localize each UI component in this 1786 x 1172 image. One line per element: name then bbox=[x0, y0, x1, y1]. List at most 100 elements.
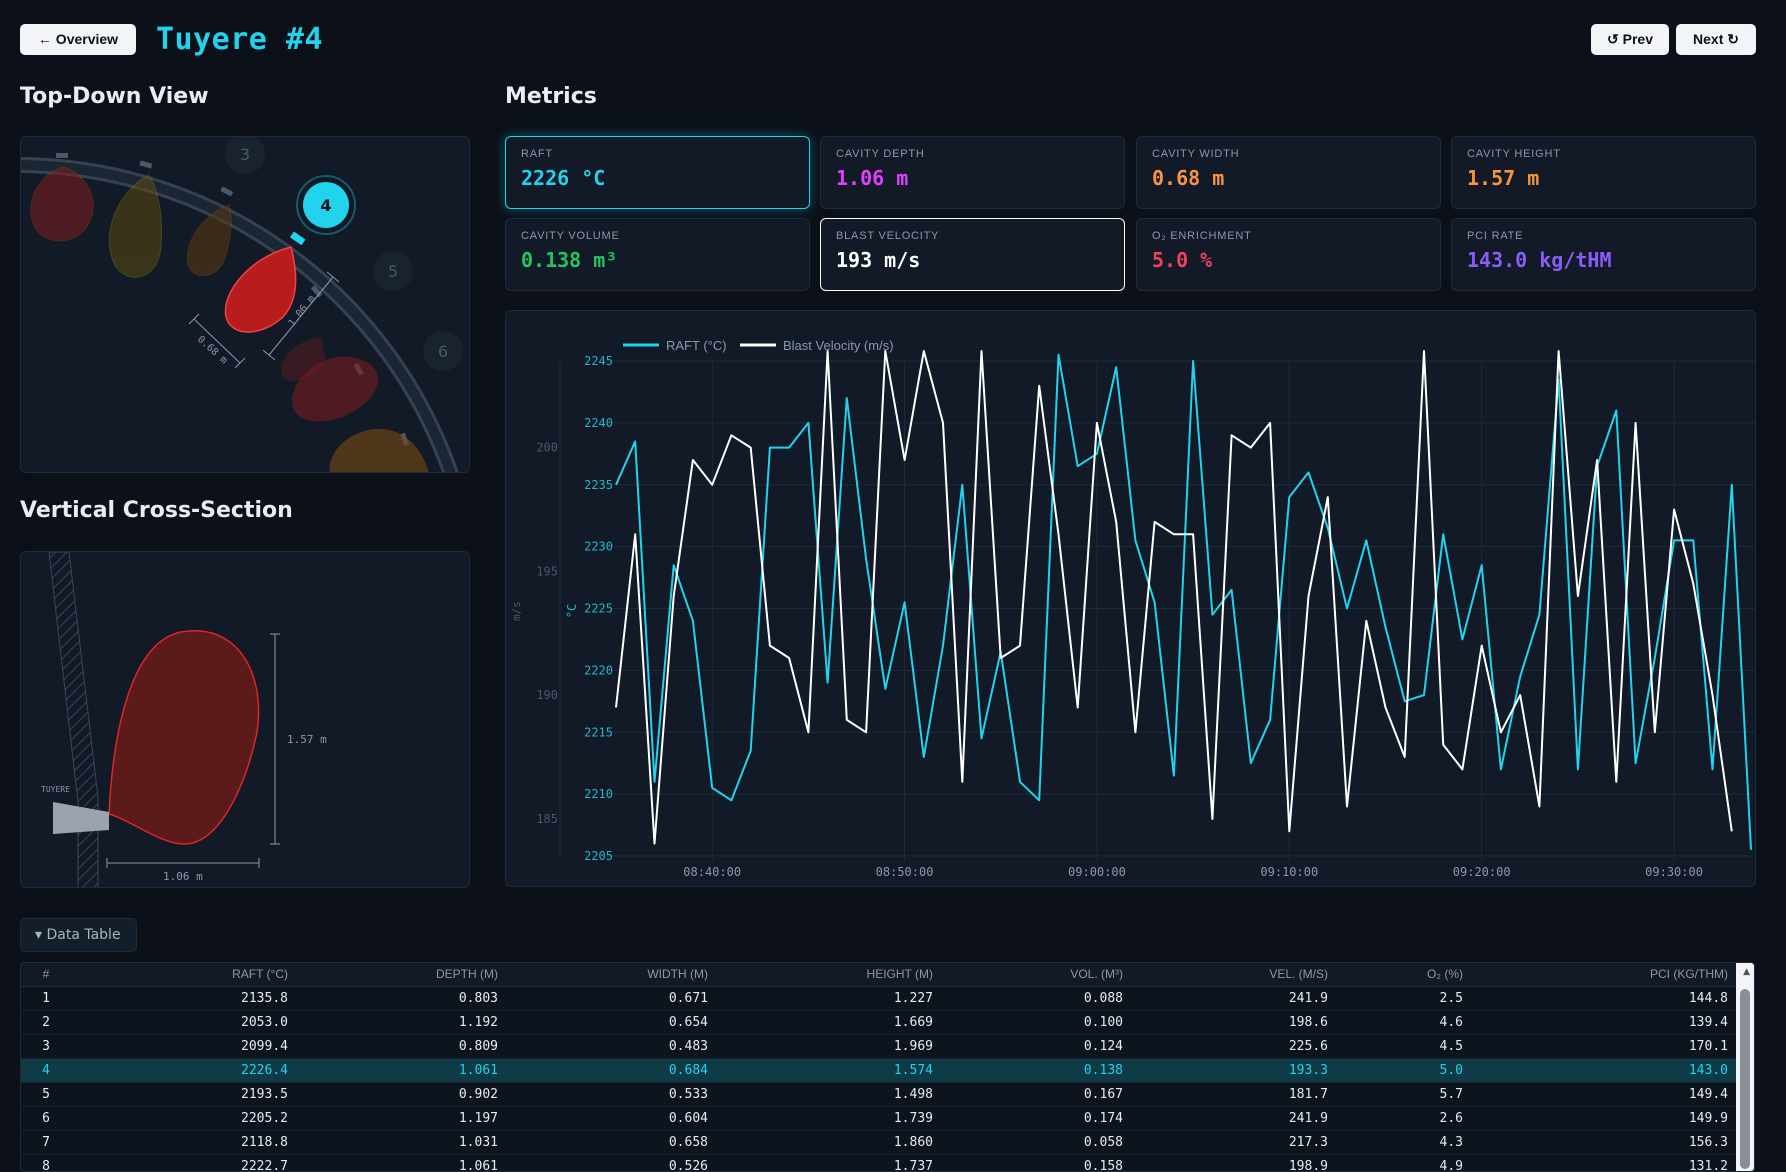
height-dim-label: 1.57 m bbox=[287, 733, 327, 746]
table-row[interactable]: 2 2053.0 1.192 0.654 1.669 0.100 198.6 4.6 139.4 bbox=[21, 1010, 1736, 1035]
metrics-title: Metrics bbox=[505, 84, 597, 109]
prev-button[interactable]: ↺ Prev bbox=[1591, 24, 1669, 55]
chart-svg: 2205 2210 2215 2220 2225 2230 2235 2240 2245 08:4… bbox=[510, 338, 1755, 879]
table-cell: 143.0 bbox=[1471, 1058, 1736, 1083]
column-header[interactable]: RAFT (°C) bbox=[71, 963, 296, 987]
table-cell: 5.7 bbox=[1336, 1082, 1471, 1107]
series-line-blast-velocity bbox=[615, 350, 1733, 845]
table-cell: 241.9 bbox=[1131, 1106, 1336, 1131]
metric-value: 143.0 kg/tHM bbox=[1467, 248, 1612, 272]
metric-card-blast-velocity[interactable]: BLAST VELOCITY 193 m/s bbox=[820, 218, 1125, 291]
top-down-title: Top-Down View bbox=[20, 84, 209, 109]
furnace-wall-inner bbox=[21, 160, 456, 472]
neighbor-circle-6[interactable] bbox=[423, 331, 463, 371]
table-cell: 4.6 bbox=[1336, 1010, 1471, 1035]
y-right-tick-label: 185 bbox=[536, 812, 558, 826]
cavity-profile bbox=[108, 630, 260, 845]
data-table-toggle[interactable]: ▾ Data Table bbox=[20, 918, 137, 952]
column-header[interactable]: PCI (KG/THM) bbox=[1471, 963, 1736, 987]
x-tick-label: 09:20:00 bbox=[1453, 865, 1511, 879]
metric-value: 5.0 % bbox=[1152, 248, 1213, 272]
legend-label: Blast Velocity (m/s) bbox=[783, 338, 894, 353]
table-cell: 0.658 bbox=[506, 1130, 716, 1155]
cavity-lobe-4b bbox=[281, 337, 326, 382]
table-cell: 0.138 bbox=[941, 1058, 1131, 1083]
table-cell: 1.192 bbox=[296, 1010, 506, 1035]
x-tick-label: 09:30:00 bbox=[1645, 865, 1703, 879]
column-header[interactable]: VEL. (M/S) bbox=[1131, 963, 1336, 987]
neighbor-circle-3[interactable] bbox=[225, 137, 265, 174]
table-cell: 170.1 bbox=[1471, 1034, 1736, 1059]
furnace-wall-section bbox=[48, 552, 99, 887]
column-header[interactable]: # bbox=[21, 963, 71, 987]
table-cell: 0.483 bbox=[506, 1034, 716, 1059]
metric-label: CAVITY DEPTH bbox=[836, 148, 925, 160]
table-row[interactable]: 5 2193.5 0.902 0.533 1.498 0.167 181.7 5.7 149.4 bbox=[21, 1082, 1736, 1107]
table-row[interactable]: 8 2222.7 1.061 0.526 1.737 0.158 198.9 4.9 131.2 bbox=[21, 1154, 1736, 1171]
table-scrollbar[interactable]: ▲ bbox=[1736, 963, 1754, 1171]
metric-card-cavity-height[interactable]: CAVITY HEIGHT 1.57 m bbox=[1451, 136, 1756, 209]
cross-section-title: Vertical Cross-Section bbox=[20, 498, 293, 523]
table-cell: 156.3 bbox=[1471, 1130, 1736, 1155]
table-cell: 4.5 bbox=[1336, 1034, 1471, 1059]
table-header-row: # RAFT (°C) DEPTH (M) WIDTH (M) HEIGHT (M) VO… bbox=[21, 963, 1736, 987]
column-header[interactable]: WIDTH (M) bbox=[506, 963, 716, 987]
table-row[interactable]: 6 2205.2 1.197 0.604 1.739 0.174 241.9 2.6 149.9 bbox=[21, 1106, 1736, 1131]
table-row[interactable]: 3 2099.4 0.809 0.483 1.969 0.124 225.6 4.5 170.1 bbox=[21, 1034, 1736, 1059]
metric-value: 193 m/s bbox=[836, 248, 921, 272]
metric-label: CAVITY HEIGHT bbox=[1467, 148, 1561, 160]
column-header[interactable]: O₂ (%) bbox=[1336, 963, 1471, 987]
neighbor-circle-5[interactable] bbox=[373, 251, 413, 291]
selected-tuyere-circle[interactable] bbox=[303, 182, 349, 228]
column-header[interactable]: VOL. (M³) bbox=[941, 963, 1131, 987]
table-cell: 5 bbox=[21, 1082, 71, 1107]
x-tick-label: 08:40:00 bbox=[683, 865, 741, 879]
table-cell: 1 bbox=[21, 986, 71, 1011]
metric-card-cavity-volume[interactable]: CAVITY VOLUME 0.138 m³ bbox=[505, 218, 810, 291]
table-cell: 181.7 bbox=[1131, 1082, 1336, 1107]
metric-card-o2-enrichment[interactable]: O₂ ENRICHMENT 5.0 % bbox=[1136, 218, 1441, 291]
tuyere-marker bbox=[289, 231, 306, 246]
page-title: Tuyere #4 bbox=[156, 22, 324, 57]
metric-label: PCI RATE bbox=[1467, 230, 1524, 242]
table-cell: 241.9 bbox=[1131, 986, 1336, 1011]
table-cell: 2 bbox=[21, 1010, 71, 1035]
top-bar: ← Overview Tuyere #4 ↺ Prev Next ↻ bbox=[20, 22, 1756, 57]
table-cell: 198.9 bbox=[1131, 1154, 1336, 1171]
table-cell: 0.684 bbox=[506, 1058, 716, 1083]
table-cell: 1.739 bbox=[716, 1106, 941, 1131]
table-cell: 2135.8 bbox=[71, 986, 296, 1011]
metrics-chart: 2205 2210 2215 2220 2225 2230 2235 2240 2245 08:4… bbox=[505, 310, 1756, 887]
overview-button[interactable]: ← Overview bbox=[20, 24, 136, 55]
table-cell: 149.4 bbox=[1471, 1082, 1736, 1107]
cavity-lobe-6 bbox=[329, 428, 429, 472]
table-cell: 2205.2 bbox=[71, 1106, 296, 1131]
y-left-tick-label: 2215 bbox=[584, 725, 613, 739]
metric-label: CAVITY WIDTH bbox=[1152, 148, 1240, 160]
table-row[interactable]: 1 2135.8 0.803 0.671 1.227 0.088 241.9 2.5 144.8 bbox=[21, 986, 1736, 1011]
neighbor-number-6: 6 bbox=[438, 342, 448, 361]
tuyere-label: TUYERE bbox=[41, 785, 70, 794]
metric-card-cavity-width[interactable]: CAVITY WIDTH 0.68 m bbox=[1136, 136, 1441, 209]
table-row[interactable]: 4 2226.4 1.061 0.684 1.574 0.138 193.3 5.0 143.0 bbox=[21, 1058, 1736, 1083]
dimension-lines bbox=[188, 271, 340, 369]
table-cell: 0.671 bbox=[506, 986, 716, 1011]
table-row[interactable]: 7 2118.8 1.031 0.658 1.860 0.058 217.3 4.3 156.3 bbox=[21, 1130, 1736, 1155]
y-left-tick-label: 2240 bbox=[584, 416, 613, 430]
metric-label: O₂ ENRICHMENT bbox=[1152, 230, 1252, 242]
metric-card-raft[interactable]: RAFT 2226 °C bbox=[505, 136, 810, 209]
metric-card-pci-rate[interactable]: PCI RATE 143.0 kg/tHM bbox=[1451, 218, 1756, 291]
table-cell: 2193.5 bbox=[71, 1082, 296, 1107]
scroll-thumb[interactable] bbox=[1740, 989, 1750, 1169]
x-tick-label: 09:00:00 bbox=[1068, 865, 1126, 879]
metric-value: 0.138 m³ bbox=[521, 248, 618, 272]
scroll-up-icon[interactable]: ▲ bbox=[1743, 967, 1750, 977]
metric-card-cavity-depth[interactable]: CAVITY DEPTH 1.06 m bbox=[820, 136, 1125, 209]
column-header[interactable]: DEPTH (M) bbox=[296, 963, 506, 987]
column-header[interactable]: HEIGHT (M) bbox=[716, 963, 941, 987]
table-cell: 2222.7 bbox=[71, 1154, 296, 1171]
next-button[interactable]: Next ↻ bbox=[1676, 24, 1756, 55]
table-cell: 6 bbox=[21, 1106, 71, 1131]
table-cell: 0.124 bbox=[941, 1034, 1131, 1059]
table-cell: 2.6 bbox=[1336, 1106, 1471, 1131]
